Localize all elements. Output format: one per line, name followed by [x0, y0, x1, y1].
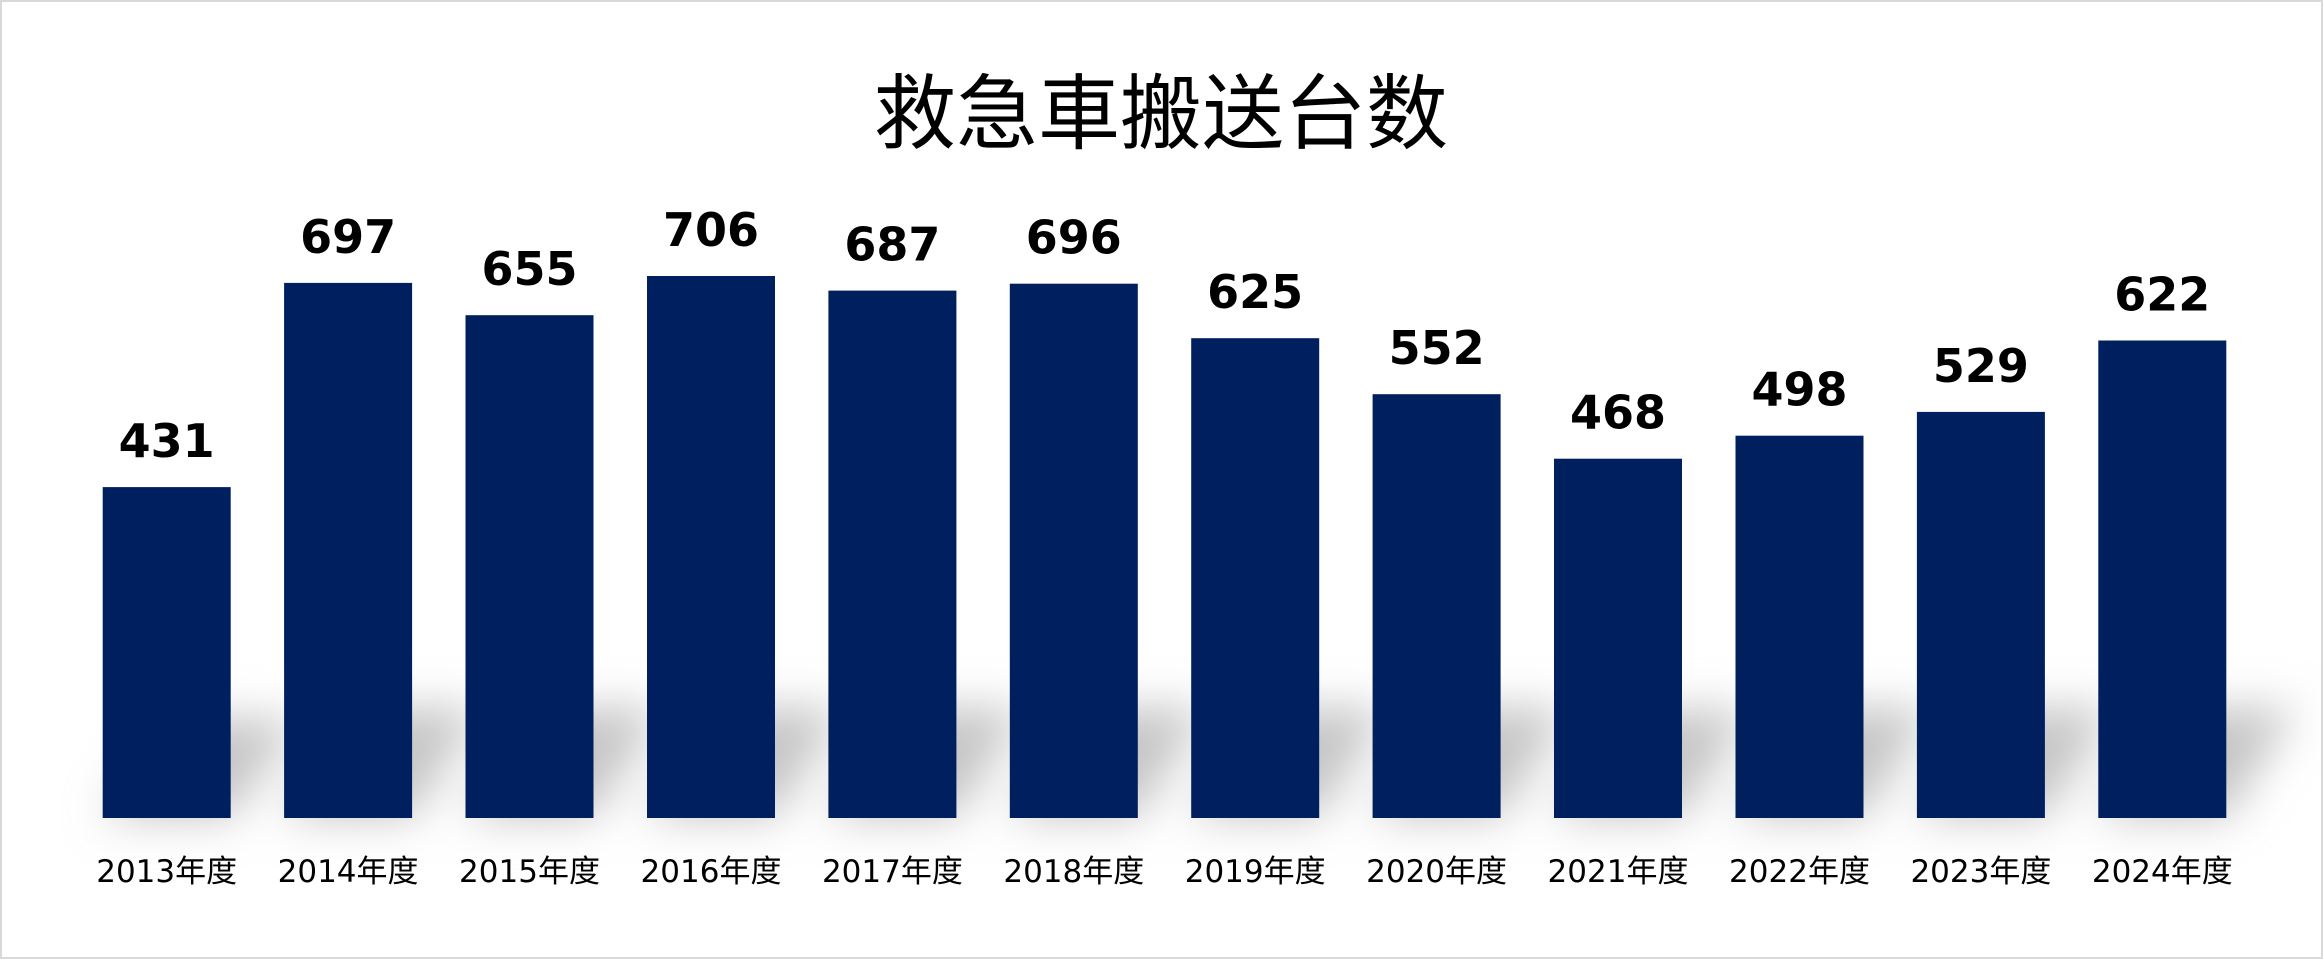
- chart-title: 救急車搬送台数: [874, 67, 1448, 162]
- x-tick-label: 2014年度: [278, 854, 419, 890]
- data-label: 696: [1026, 211, 1122, 265]
- bar: [1554, 458, 1682, 818]
- data-label: 655: [481, 242, 577, 296]
- bar-layer: [102, 276, 2227, 819]
- data-label: 625: [1207, 265, 1303, 319]
- data-label: 706: [663, 203, 759, 257]
- data-label: 622: [2114, 268, 2210, 322]
- x-axis-tick-layer: 2013年度 2014年度 2015年度 2016年度 2017年度 2018年度 2019…: [96, 854, 2233, 890]
- x-tick-label: 2016年度: [641, 854, 782, 890]
- data-label-layer: 431 697 655 706 687 696 625 552 468 498 529 622: [119, 203, 2211, 468]
- bar: [102, 487, 231, 818]
- bar: [828, 290, 957, 819]
- data-label: 529: [1933, 339, 2029, 393]
- data-label: 468: [1570, 386, 1666, 440]
- bar: [647, 276, 775, 818]
- bar: [1191, 338, 1320, 818]
- x-tick-label: 2018年度: [1003, 854, 1144, 890]
- bar: [2098, 340, 2227, 818]
- x-tick-label: 2022年度: [1729, 854, 1870, 890]
- x-tick-label: 2017年度: [822, 854, 963, 890]
- x-tick-label: 2021年度: [1548, 854, 1689, 890]
- data-label: 498: [1751, 363, 1847, 417]
- bar: [1916, 411, 2045, 818]
- data-label: 431: [119, 414, 215, 468]
- data-label: 697: [300, 210, 396, 264]
- x-tick-label: 2024年度: [2092, 854, 2233, 890]
- data-label: 687: [844, 218, 940, 272]
- bar: [1735, 435, 1864, 818]
- bar: [465, 315, 594, 818]
- x-tick-label: 2015年度: [459, 854, 600, 890]
- x-tick-label: 2020年度: [1366, 854, 1507, 890]
- bar: [1372, 394, 1501, 818]
- x-tick-label: 2019年度: [1185, 854, 1326, 890]
- x-tick-label: 2023年度: [1910, 854, 2051, 890]
- data-label: 552: [1389, 321, 1485, 375]
- x-tick-label: 2013年度: [96, 854, 237, 890]
- bar: [284, 282, 413, 818]
- bar: [1009, 283, 1138, 818]
